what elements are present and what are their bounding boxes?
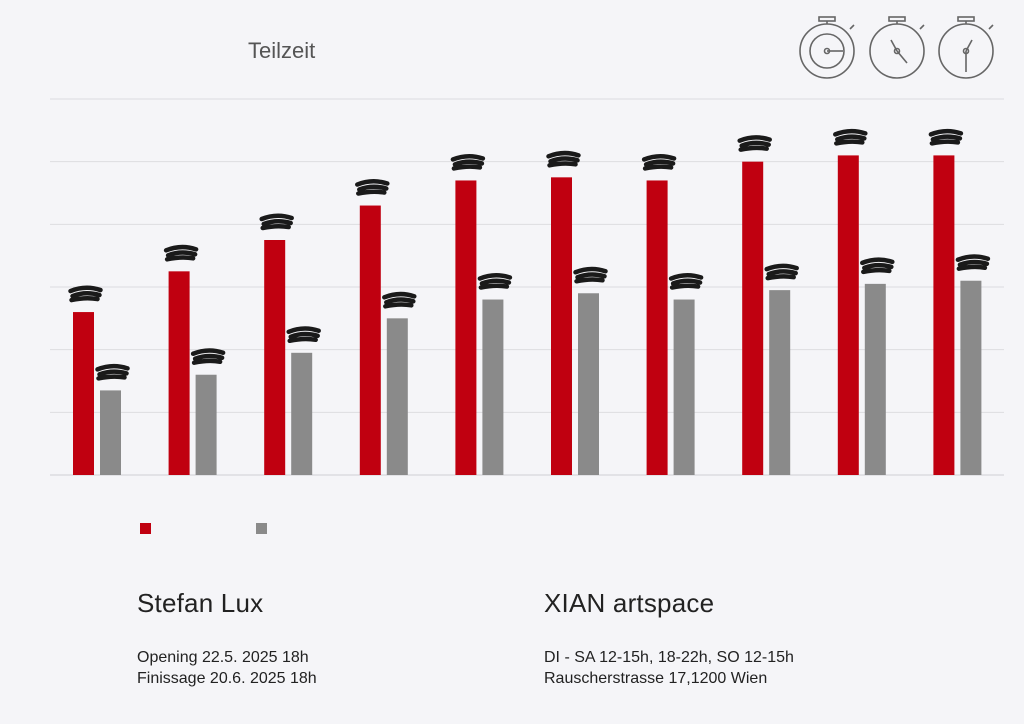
legend-swatch-series-2 xyxy=(256,523,267,534)
bar-series-2-7 xyxy=(673,299,695,475)
redacted-data-label xyxy=(668,273,704,290)
bar-series-1-5 xyxy=(455,180,477,475)
redacted-data-label xyxy=(259,213,294,231)
redacted-data-label xyxy=(450,153,486,171)
redacted-data-label xyxy=(546,150,581,168)
redacted-data-label xyxy=(928,128,964,146)
opening-date: Opening 22.5. 2025 18h xyxy=(137,649,309,666)
bar-series-2-2 xyxy=(195,374,217,475)
redacted-data-label xyxy=(68,285,103,303)
redacted-data-label xyxy=(833,128,868,146)
redacted-data-label xyxy=(190,348,226,365)
bar-series-2-8 xyxy=(769,290,791,475)
venue-name: XIAN artspace xyxy=(544,588,715,618)
bar-series-1-4 xyxy=(359,205,381,476)
artist-block: Stefan Lux Opening 22.5. 2025 18h Finiss… xyxy=(137,588,317,689)
bar-chart xyxy=(50,98,1004,476)
redacted-data-label xyxy=(95,363,130,381)
finissage-date: Finissage 20.6. 2025 18h xyxy=(137,670,317,687)
bar-series-1-6 xyxy=(551,177,572,476)
chart-legend xyxy=(140,523,280,537)
venue-address: Rauscherstrasse 17,1200 Wien xyxy=(544,670,768,687)
redacted-data-label xyxy=(764,263,799,281)
redacted-data-label xyxy=(737,135,772,152)
redacted-data-label xyxy=(955,254,991,271)
bar-series-1-8 xyxy=(742,161,764,475)
bar-series-1-7 xyxy=(646,180,668,475)
bar-series-2-9 xyxy=(864,283,886,475)
bar-series-1-1 xyxy=(73,312,94,475)
redacted-data-label xyxy=(477,273,513,290)
redacted-data-label xyxy=(860,257,895,275)
bar-series-2-1 xyxy=(100,390,121,475)
opening-hours: DI - SA 12-15h, 18-22h, SO 12-15h xyxy=(544,649,794,666)
redacted-data-label xyxy=(573,266,608,284)
redacted-data-label xyxy=(286,326,321,344)
bar-series-1-2 xyxy=(168,271,190,475)
bar-series-1-10 xyxy=(933,155,955,475)
artist-name: Stefan Lux xyxy=(137,588,264,618)
stopwatch-icon xyxy=(799,16,855,79)
chart-title: Teilzeit xyxy=(248,38,316,63)
stopwatch-icon xyxy=(938,16,994,79)
redacted-data-label xyxy=(641,153,677,171)
venue-block: XIAN artspace DI - SA 12-15h, 18-22h, SO… xyxy=(544,588,794,689)
redacted-data-label xyxy=(382,291,417,309)
bar-series-2-10 xyxy=(960,280,982,475)
bar-series-2-4 xyxy=(386,318,408,475)
bar-series-2-5 xyxy=(482,299,504,475)
redacted-data-label xyxy=(355,179,390,196)
stopwatch-icons xyxy=(799,16,994,79)
stopwatch-icon xyxy=(869,16,925,79)
bar-series-2-6 xyxy=(578,293,599,475)
bar-series-1-9 xyxy=(837,155,859,475)
legend-swatch-series-1 xyxy=(140,523,151,534)
redacted-data-label xyxy=(163,244,199,262)
bar-series-1-3 xyxy=(264,240,286,475)
bar-series-2-3 xyxy=(291,352,313,475)
